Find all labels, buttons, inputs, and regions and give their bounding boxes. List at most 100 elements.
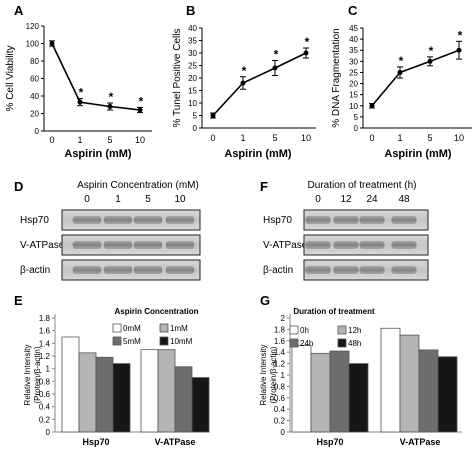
bar [380, 327, 401, 433]
legend-label: 10mM [170, 337, 193, 346]
bar [329, 350, 350, 433]
blot-lane-label: 10 [174, 194, 186, 205]
y-tick-label: 0.8 [274, 382, 286, 391]
legend-label: 24h [300, 339, 313, 348]
significance-asterisk: * [242, 64, 247, 78]
bar [191, 377, 210, 433]
y-tick-label: 0.4 [274, 405, 286, 414]
y-tick-label: 1.6 [39, 327, 51, 336]
y-axis-label: % Cell Viability [5, 46, 16, 112]
y-axis-label: Relative Intensity(Protein/β-actin) [23, 345, 42, 406]
data-point [427, 58, 433, 64]
bar [78, 352, 97, 433]
y-tick-label: 40 [349, 35, 358, 44]
x-axis-label: Aspirin (mM) [224, 148, 292, 160]
significance-asterisk: * [429, 44, 434, 58]
legend-label: 48h [348, 339, 361, 348]
blot-band [133, 241, 163, 249]
blot-band [305, 266, 331, 274]
legend-swatch [337, 338, 347, 348]
legend-label: 0h [300, 326, 309, 335]
data-point [107, 104, 113, 109]
y-axis-label-line: (Protein/β-actin) [269, 346, 278, 403]
y-axis-label: Relative Intensity(Protein/β-actin) [259, 345, 278, 406]
y-tick-label: 0 [46, 428, 51, 437]
y-tick-label: 15 [188, 87, 197, 96]
y-tick-label: 0.2 [274, 417, 286, 426]
blot-band [359, 241, 385, 249]
y-tick-label: 25 [188, 62, 197, 71]
bar [418, 349, 439, 433]
blot-lane-label: 0 [84, 194, 90, 205]
bar-chart-g: 0 0.2 0.4 0.6 0.8 1 1.2 1.4 1.6 1.8 2 Hsp70 V-ATPase… [259, 307, 462, 447]
y-tick-label: 2 [281, 314, 286, 323]
y-tick-label: 0.6 [39, 390, 51, 399]
blot-band [391, 241, 417, 249]
bar [310, 352, 331, 433]
y-axis-label-line: Relative Intensity [23, 345, 32, 406]
blot-title: Aspirin Concentration (mM) [77, 180, 199, 191]
y-tick-label: 60 [30, 75, 39, 84]
y-tick-label: 1.8 [39, 314, 51, 323]
blot-band [165, 241, 195, 249]
blot-band [103, 241, 133, 249]
y-tick-label: 120 [26, 22, 40, 31]
y-tick-label: 0 [193, 124, 198, 133]
bar [174, 366, 193, 433]
x-tick-label: 1 [77, 135, 82, 145]
data-point [369, 103, 375, 109]
y-axis-label: % DNA Fragmentation [331, 28, 342, 128]
x-axis-label: Aspirin (mM) [64, 148, 132, 160]
category-label: Hsp70 [316, 437, 343, 447]
y-tick-label: 80 [30, 57, 39, 66]
bar [112, 363, 131, 433]
y-tick-label: 0.6 [274, 394, 286, 403]
x-tick-label: 0 [210, 133, 215, 143]
significance-asterisk: * [274, 48, 279, 62]
legend-swatch [289, 325, 299, 335]
y-tick-label: 20 [30, 110, 39, 119]
y-tick-label: 0 [354, 124, 359, 133]
blot-lane-label: 1 [115, 194, 121, 205]
blot-row-label: V-ATPase [263, 240, 308, 251]
x-tick-label: 10 [454, 133, 464, 143]
blot-band [165, 266, 195, 274]
y-axis-label: % Tunel Positive Cells [172, 29, 183, 128]
y-tick-label: 0.2 [39, 415, 51, 424]
blot-row-label: V-ATPase [20, 240, 65, 251]
blot-lane-label: 0 [315, 194, 321, 205]
blot-lane-label: 48 [398, 194, 410, 205]
blot-band [305, 241, 331, 249]
data-point [456, 47, 462, 53]
blot-band [305, 216, 331, 224]
western-blot-f: Duration of treatment (h) 0 12 24 48 Hsp70 V-A… [263, 180, 429, 281]
y-tick-label: 1.2 [274, 360, 286, 369]
blot-band [391, 266, 417, 274]
y-axis-label-line: (Protein/β-actin) [33, 346, 42, 403]
series-line [51, 43, 141, 111]
y-tick-label: 30 [188, 49, 197, 58]
y-tick-label: 35 [349, 46, 358, 55]
blot-band [72, 216, 102, 224]
bar [348, 363, 369, 433]
legend-swatch [337, 325, 347, 335]
bar [399, 334, 420, 433]
blot-band [333, 266, 359, 274]
significance-asterisk: * [305, 35, 310, 49]
significance-asterisk: * [109, 90, 114, 104]
panel-letter-g: G [260, 293, 270, 308]
legend-label: 5mM [123, 337, 141, 346]
blot-row-label: Hsp70 [20, 215, 49, 226]
y-tick-label: 5 [354, 113, 359, 122]
x-tick-label: 10 [301, 133, 311, 143]
legend-swatch [159, 323, 169, 333]
significance-asterisk: * [79, 86, 84, 100]
x-axis-label: Aspirin (mM) [384, 148, 452, 160]
blot-row-label: β-actin [20, 265, 50, 276]
x-tick-label: 1 [240, 133, 245, 143]
legend-swatch [112, 323, 122, 333]
category-label: V-ATPase [155, 437, 196, 447]
y-tick-label: 20 [349, 80, 358, 89]
